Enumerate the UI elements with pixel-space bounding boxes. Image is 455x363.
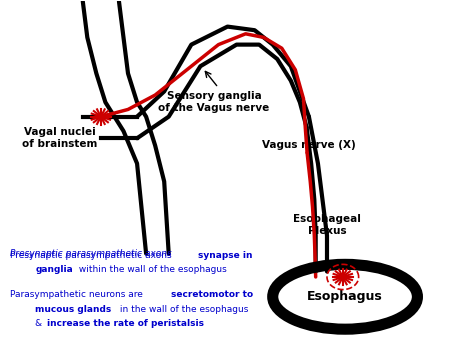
Text: Presynaptic parasympathetic axons: Presynaptic parasympathetic axons — [10, 249, 175, 258]
Text: Vagus nerve (X): Vagus nerve (X) — [262, 140, 356, 151]
Text: increase the rate of peristalsis: increase the rate of peristalsis — [46, 319, 203, 328]
Text: Presynaptic parasympathetic axons: Presynaptic parasympathetic axons — [10, 251, 175, 260]
Text: secretomotor to: secretomotor to — [171, 290, 253, 299]
Text: within the wall of the esophagus: within the wall of the esophagus — [76, 265, 227, 274]
Text: Sensory ganglia
of the Vagus nerve: Sensory ganglia of the Vagus nerve — [158, 91, 269, 113]
Text: in the wall of the esophagus: in the wall of the esophagus — [116, 305, 248, 314]
Text: ganglia: ganglia — [35, 265, 73, 274]
Text: &: & — [35, 319, 46, 328]
Text: Esophagus: Esophagus — [307, 290, 383, 303]
Text: Parasympathetic neurons are: Parasympathetic neurons are — [10, 290, 146, 299]
Text: mucous glands: mucous glands — [35, 305, 111, 314]
Text: synapse in: synapse in — [198, 251, 253, 260]
Text: Esophageal
Plexus: Esophageal Plexus — [293, 214, 361, 236]
Text: Vagal nuclei
of brainstem: Vagal nuclei of brainstem — [22, 127, 98, 149]
